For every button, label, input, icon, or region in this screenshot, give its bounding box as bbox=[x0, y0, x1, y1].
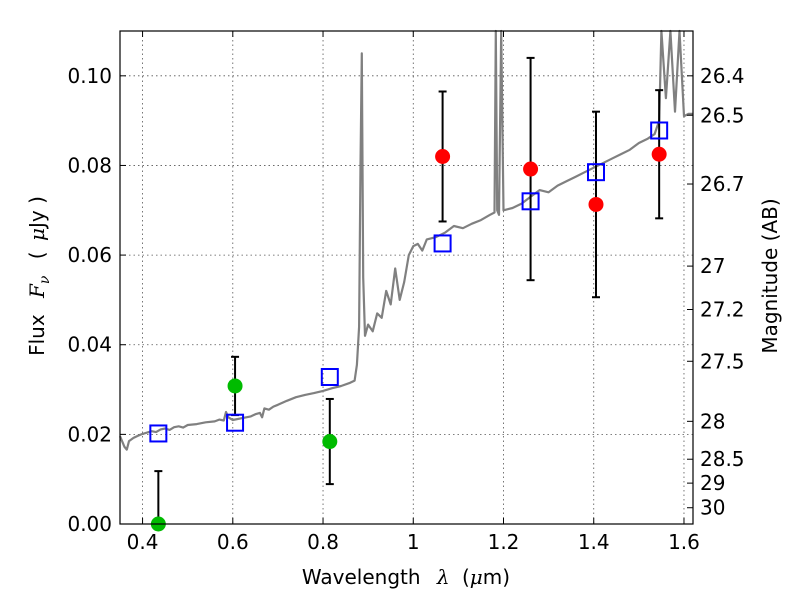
mag-tick-label: 28.5 bbox=[700, 447, 745, 471]
x-axis-title: Wavelength λ (μm) bbox=[302, 565, 510, 589]
plot-frame bbox=[119, 30, 694, 525]
x-tick-label: 0.6 bbox=[217, 530, 249, 554]
y-tick-label: 0.00 bbox=[67, 512, 112, 536]
model-photometry-square bbox=[586, 163, 605, 182]
y-axis-title: Flux Fν ( μJy ) bbox=[25, 196, 54, 356]
observed-optical-point bbox=[227, 378, 243, 394]
mag-tick-label: 27.5 bbox=[700, 349, 745, 373]
x-tick-label: 1.2 bbox=[488, 530, 520, 554]
mag-tick-label: 27.2 bbox=[700, 297, 745, 321]
plot-area bbox=[118, 29, 693, 451]
y-tick-label: 0.02 bbox=[67, 422, 112, 446]
axis-ticks: 0.4 0.6 0.8 1 1.2 1.4 1.6 0.00 0.02 0.04 0.06 0.08 0… bbox=[67, 31, 745, 554]
y-tick-label: 0.08 bbox=[67, 153, 112, 177]
mag-tick-label: 27 bbox=[700, 254, 725, 278]
model-photometry-square bbox=[226, 413, 245, 432]
mag-tick-label: 29 bbox=[700, 471, 725, 495]
observed-detections-point bbox=[651, 146, 667, 162]
model-photometry-square bbox=[320, 367, 339, 386]
mag-tick-label: 26.4 bbox=[700, 64, 745, 88]
data-marks bbox=[149, 56, 669, 532]
x-tick-label: 1 bbox=[407, 530, 420, 554]
model-photometry-square bbox=[149, 424, 168, 443]
y-tick-label: 0.06 bbox=[67, 243, 112, 267]
x-tick-label: 0.4 bbox=[127, 530, 159, 554]
mag-tick-label: 28 bbox=[700, 409, 725, 433]
observed-detections-point bbox=[523, 161, 539, 177]
x-tick-label: 0.8 bbox=[307, 530, 339, 554]
x-tick-label: 1.6 bbox=[668, 530, 700, 554]
mag-tick-label: 26.7 bbox=[700, 172, 745, 196]
observed-detections-point bbox=[588, 196, 604, 212]
mag-tick-label: 30 bbox=[700, 496, 725, 520]
observed-detections-point bbox=[435, 148, 451, 164]
y-tick-label: 0.04 bbox=[67, 333, 112, 357]
sed-model-line bbox=[118, 29, 693, 451]
model-photometry-square bbox=[521, 192, 540, 211]
observed-optical-point bbox=[322, 434, 338, 450]
grid bbox=[120, 31, 693, 525]
model-photometry-square bbox=[650, 121, 669, 140]
y2-axis-title: Magnitude (AB) bbox=[758, 198, 782, 353]
x-tick-label: 1.4 bbox=[578, 530, 610, 554]
mag-tick-label: 26.5 bbox=[700, 103, 745, 127]
y-tick-label: 0.10 bbox=[67, 64, 112, 88]
model-photometry-square bbox=[433, 234, 452, 253]
